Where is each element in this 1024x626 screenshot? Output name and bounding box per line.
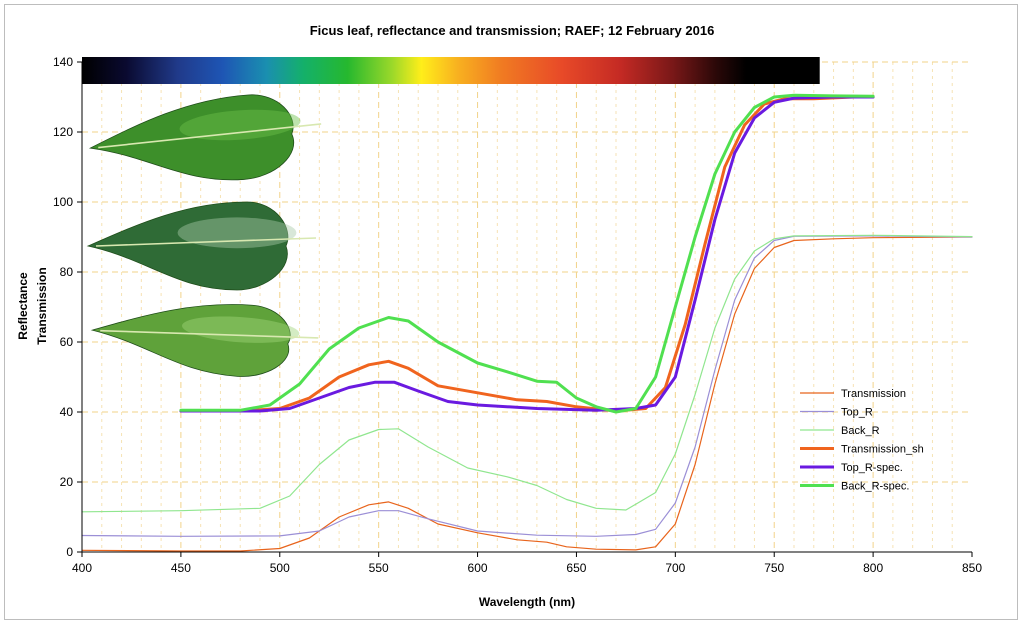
series-line-transmission-sh [179,95,875,413]
leaf-midrib [98,123,322,149]
x-tick-label: 700 [665,561,685,575]
series-line-top-r-spec- [179,95,875,413]
legend-label: Top_R-spec. [841,462,903,474]
legend-label: Transmission_sh [841,444,924,456]
leaf-highlight [179,109,301,141]
x-tick-label: 750 [764,561,784,575]
y-tick-label: 80 [60,265,74,279]
leaf-images [86,94,322,377]
leaf-highlight [177,217,297,249]
x-tick-label: 850 [962,561,982,575]
y-tick-label: 60 [60,335,74,349]
x-axis-label: Wavelength (nm) [479,595,575,609]
x-tick-label: 600 [468,561,488,575]
legend-label: Back_R-spec. [841,481,909,493]
x-tick-label: 800 [863,561,883,575]
series-line-back-r [81,234,973,513]
y-tick-label: 140 [53,55,73,69]
x-tick-label: 500 [270,561,290,575]
leaf-blade [86,201,289,291]
ficus-leaf-top [88,94,322,181]
leaf-blade [90,304,291,377]
y-tick-label: 120 [53,125,73,139]
axes: 400 450 500 550 600 650 700 750 800 850 0 20 40 60 80 1… [53,55,982,575]
leaf-midrib [100,329,319,339]
y-tick-label: 40 [60,405,74,419]
x-tick-label: 550 [369,561,389,575]
x-tick-label: 400 [72,561,92,575]
series-lines [81,93,973,552]
y-tick-label: 100 [53,195,73,209]
leaf-midrib [95,237,317,247]
legend-label: Top_R [841,407,873,419]
ficus-leaf-back [90,304,319,377]
x-tick-label: 650 [566,561,586,575]
ficus-leaf-specular [86,201,317,291]
y-tick-label: 20 [60,475,74,489]
legend-label: Back_R [841,425,880,437]
y-axis-label: Reflectance Transmission [16,267,49,344]
chart-title: Ficus leaf, reflectance and transmission… [310,23,715,38]
legend: Transmission Top_R Back_R Transmission_sh To… [800,388,924,493]
y-axis-label-line-2: Transmission [35,267,49,344]
x-tick-label: 450 [171,561,191,575]
series-line-back-r-spec- [179,93,875,414]
y-tick-label: 0 [66,545,73,559]
spectrum-bar [82,57,820,84]
leaf-blade [88,94,294,181]
series-line-top-r [81,235,973,537]
legend-label: Transmission [841,388,906,400]
y-axis-label-line-1: Reflectance [16,272,30,340]
